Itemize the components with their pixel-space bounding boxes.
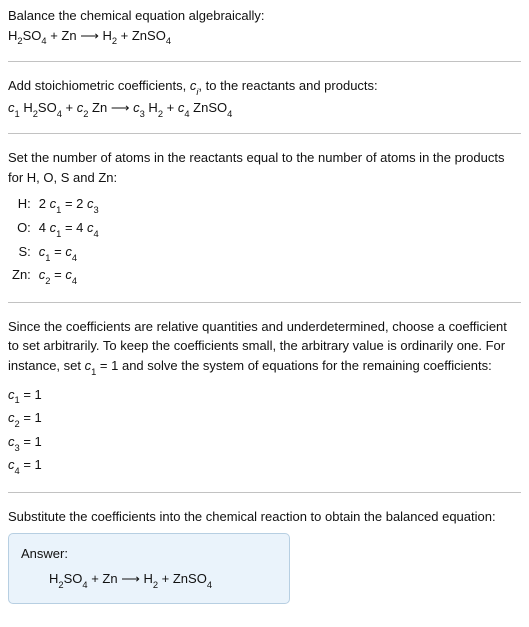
answer-equation: H2SO4 + Zn ⟶ H2 + ZnSO4 — [21, 569, 277, 591]
solved-coefficients: c1 = 1 c2 = 1 c3 = 1 c4 = 1 — [8, 384, 521, 479]
coeff-line: c1 = 1 — [8, 384, 521, 408]
atom-label: Zn: — [10, 264, 37, 288]
atom-label: S: — [10, 241, 37, 265]
atom-balance-table: H: 2 c1 = 2 c3 O: 4 c1 = 4 c4 S: c1 = c4… — [10, 193, 105, 288]
atom-eqn: c1 = c4 — [37, 241, 105, 265]
set-atoms-text: Set the number of atoms in the reactants… — [8, 148, 521, 187]
coeff-line: c3 = 1 — [8, 431, 521, 455]
separator — [8, 61, 521, 62]
add-coeff-text-pre: Add stoichiometric coefficients, — [8, 78, 190, 93]
since-text: Since the coefficients are relative quan… — [8, 317, 521, 378]
answer-box: Answer: H2SO4 + Zn ⟶ H2 + ZnSO4 — [8, 533, 290, 604]
separator — [8, 492, 521, 493]
add-coeff-text: Add stoichiometric coefficients, ci, to … — [8, 76, 521, 98]
page: Balance the chemical equation algebraica… — [0, 0, 529, 612]
balance-equation: H2SO4 + Zn ⟶ H2 + ZnSO4 — [8, 26, 521, 48]
table-row: H: 2 c1 = 2 c3 — [10, 193, 105, 217]
separator — [8, 302, 521, 303]
coeff-line: c2 = 1 — [8, 407, 521, 431]
table-row: O: 4 c1 = 4 c4 — [10, 217, 105, 241]
since-text-post: and solve the system of equations for th… — [118, 358, 491, 373]
table-row: Zn: c2 = c4 — [10, 264, 105, 288]
coeff-line: c4 = 1 — [8, 454, 521, 478]
add-coeff-equation: c1 H2SO4 + c2 Zn ⟶ c3 H2 + c4 ZnSO4 — [8, 98, 521, 120]
answer-label: Answer: — [21, 544, 277, 564]
separator — [8, 133, 521, 134]
table-row: S: c1 = c4 — [10, 241, 105, 265]
substitute-text: Substitute the coefficients into the che… — [8, 507, 521, 527]
balance-title: Balance the chemical equation algebraica… — [8, 6, 521, 26]
atom-label: O: — [10, 217, 37, 241]
atom-eqn: c2 = c4 — [37, 264, 105, 288]
atom-eqn: 4 c1 = 4 c4 — [37, 217, 105, 241]
atom-label: H: — [10, 193, 37, 217]
atom-eqn: 2 c1 = 2 c3 — [37, 193, 105, 217]
add-coeff-text-post: , to the reactants and products: — [198, 78, 377, 93]
